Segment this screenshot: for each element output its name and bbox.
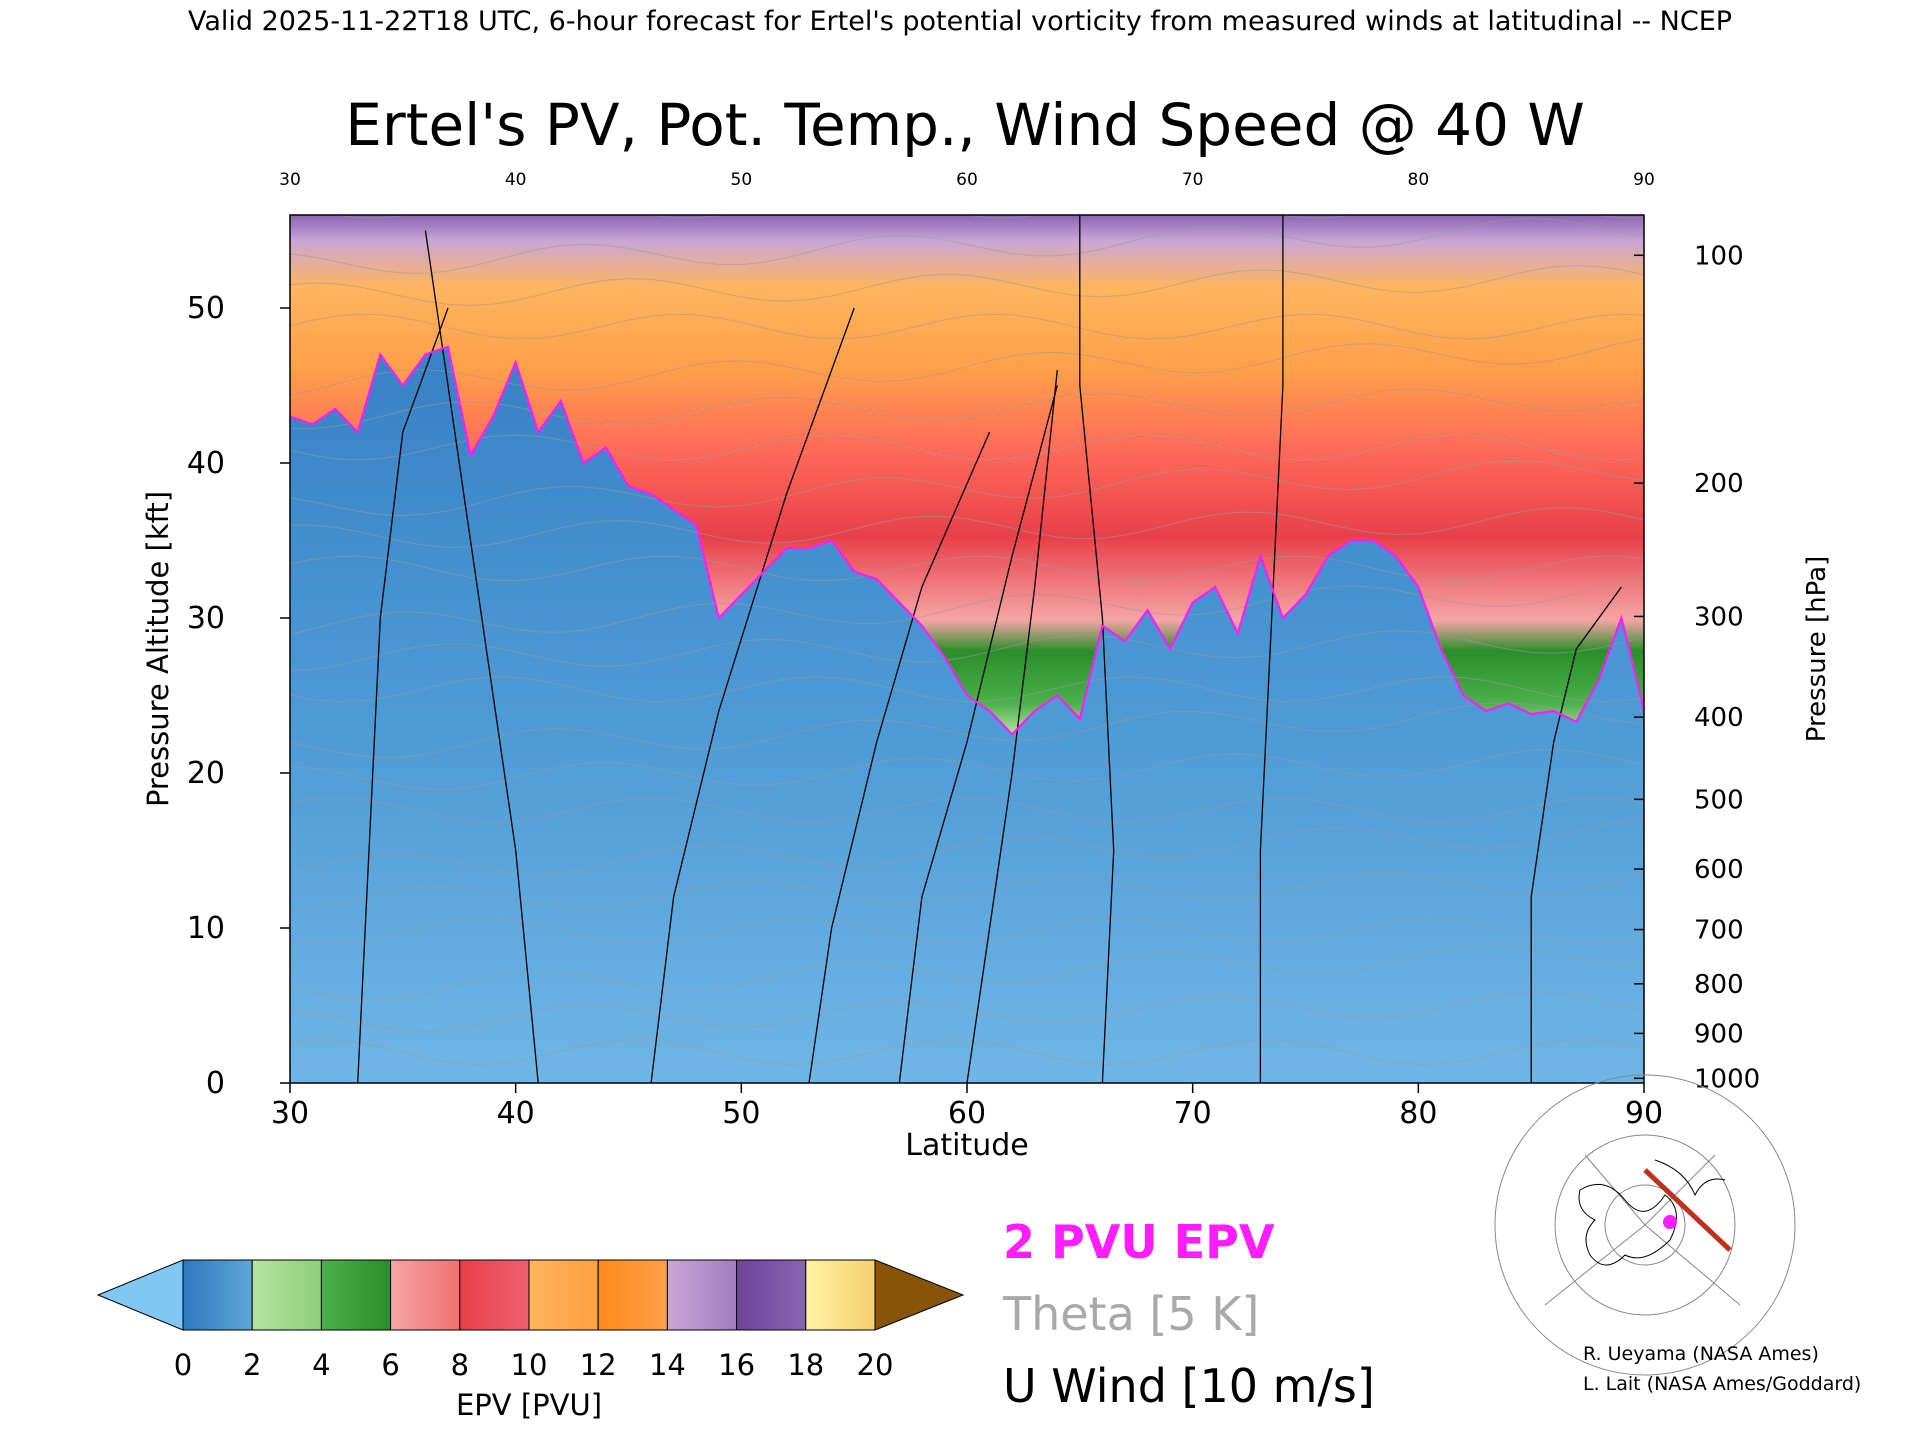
pressure-tick-label: 500 [1694,785,1744,815]
y-tick-label: 20 [187,756,225,791]
colorbar-segment [251,1259,322,1331]
pressure-tick-label: 600 [1694,855,1744,885]
colorbar-tick-label: 0 [174,1348,192,1382]
colorbar-tick-label: 2 [243,1348,261,1382]
y-axis-label-right: Pressure [hPa] [1802,556,1832,743]
x-tick-label: 80 [1399,1096,1437,1131]
colorbar-tick-label: 16 [718,1348,755,1382]
colorbar-tick-label: 8 [451,1348,469,1382]
legend-theta: Theta [5 K] [1002,1287,1259,1341]
y-tick-label: 0 [206,1066,225,1101]
pressure-tick-label: 900 [1694,1019,1744,1049]
colorbar-tick-label: 4 [312,1348,330,1382]
pressure-tick-label: 400 [1694,703,1744,733]
x-tick-label: 60 [948,1096,986,1131]
colorbar-segment [459,1259,530,1331]
colorbar-tick-label: 12 [580,1348,617,1382]
colorbar-segment [390,1259,461,1331]
colorbar-segment [528,1259,599,1331]
y-tick-label: 50 [187,291,225,326]
x-tick-label-top: 80 [1408,170,1430,190]
colorbar-segment [182,1259,253,1331]
x-axis-label: Latitude [905,1128,1028,1163]
x-tick-label-top: 60 [956,170,978,190]
y-axis-label-left: Pressure Altitude [kft] [141,491,175,807]
chart-title: Ertel's PV, Pot. Temp., Wind Speed @ 40 … [345,91,1585,159]
x-tick-label: 40 [497,1096,535,1131]
x-tick-label: 50 [722,1096,760,1131]
y-tick-label: 10 [187,911,225,946]
y-tick-label: 40 [187,446,225,481]
pressure-tick-label: 200 [1694,469,1744,499]
x-tick-label-top: 30 [279,170,301,190]
colorbar-label: EPV [PVU] [456,1388,602,1422]
pressure-tick-label: 100 [1694,241,1744,271]
pressure-tick-label: 700 [1694,916,1744,946]
colorbar-tick-label: 14 [649,1348,686,1382]
x-tick-label-top: 70 [1182,170,1204,190]
pressure-tick-label: 800 [1694,970,1744,1000]
x-tick-label: 30 [271,1096,309,1131]
x-tick-label-top: 50 [731,170,753,190]
colorbar-tick-label: 6 [381,1348,399,1382]
x-tick-label: 90 [1625,1096,1663,1131]
legend-2pvu: 2 PVU EPV [1003,1215,1275,1269]
x-tick-label-top: 40 [505,170,527,190]
u-wind-contours [357,215,1622,1083]
theta-contours [290,215,1644,1065]
x-tick-label-top: 90 [1633,170,1655,190]
colorbar-segment [666,1259,738,1331]
legend-u-wind: U Wind [10 m/s] [1003,1359,1375,1413]
x-tick-label: 70 [1174,1096,1212,1131]
pressure-tick-label: 1000 [1694,1064,1760,1094]
colorbar-segment [736,1259,807,1331]
locator-map-icon [1494,1074,1796,1376]
colorbar-segment [597,1259,668,1331]
y-tick-label: 30 [187,601,225,636]
tropopause-2pvu-line [290,345,1644,736]
plot-area [289,214,1645,1084]
epv-colorbar: 0 2 4 6 8 10 12 14 16 18 20 [96,1259,965,1382]
colorbar-tick-label: 20 [857,1348,894,1382]
colorbar-segment [805,1259,876,1331]
forecast-header: Valid 2025-11-22T18 UTC, 6-hour forecast… [188,6,1732,37]
colorbar-segment [320,1259,392,1331]
colorbar-over-arrow [874,1259,965,1331]
colorbar-tick-label: 18 [787,1348,824,1382]
credit-line-1: R. Ueyama (NASA Ames) [1583,1343,1819,1365]
stratosphere-fill [290,215,1644,735]
colorbar-tick-label: 10 [511,1348,548,1382]
colorbar-under-arrow [96,1259,184,1331]
pressure-tick-label: 300 [1694,602,1744,632]
credit-line-2: L. Lait (NASA Ames/Goddard) [1583,1373,1861,1395]
